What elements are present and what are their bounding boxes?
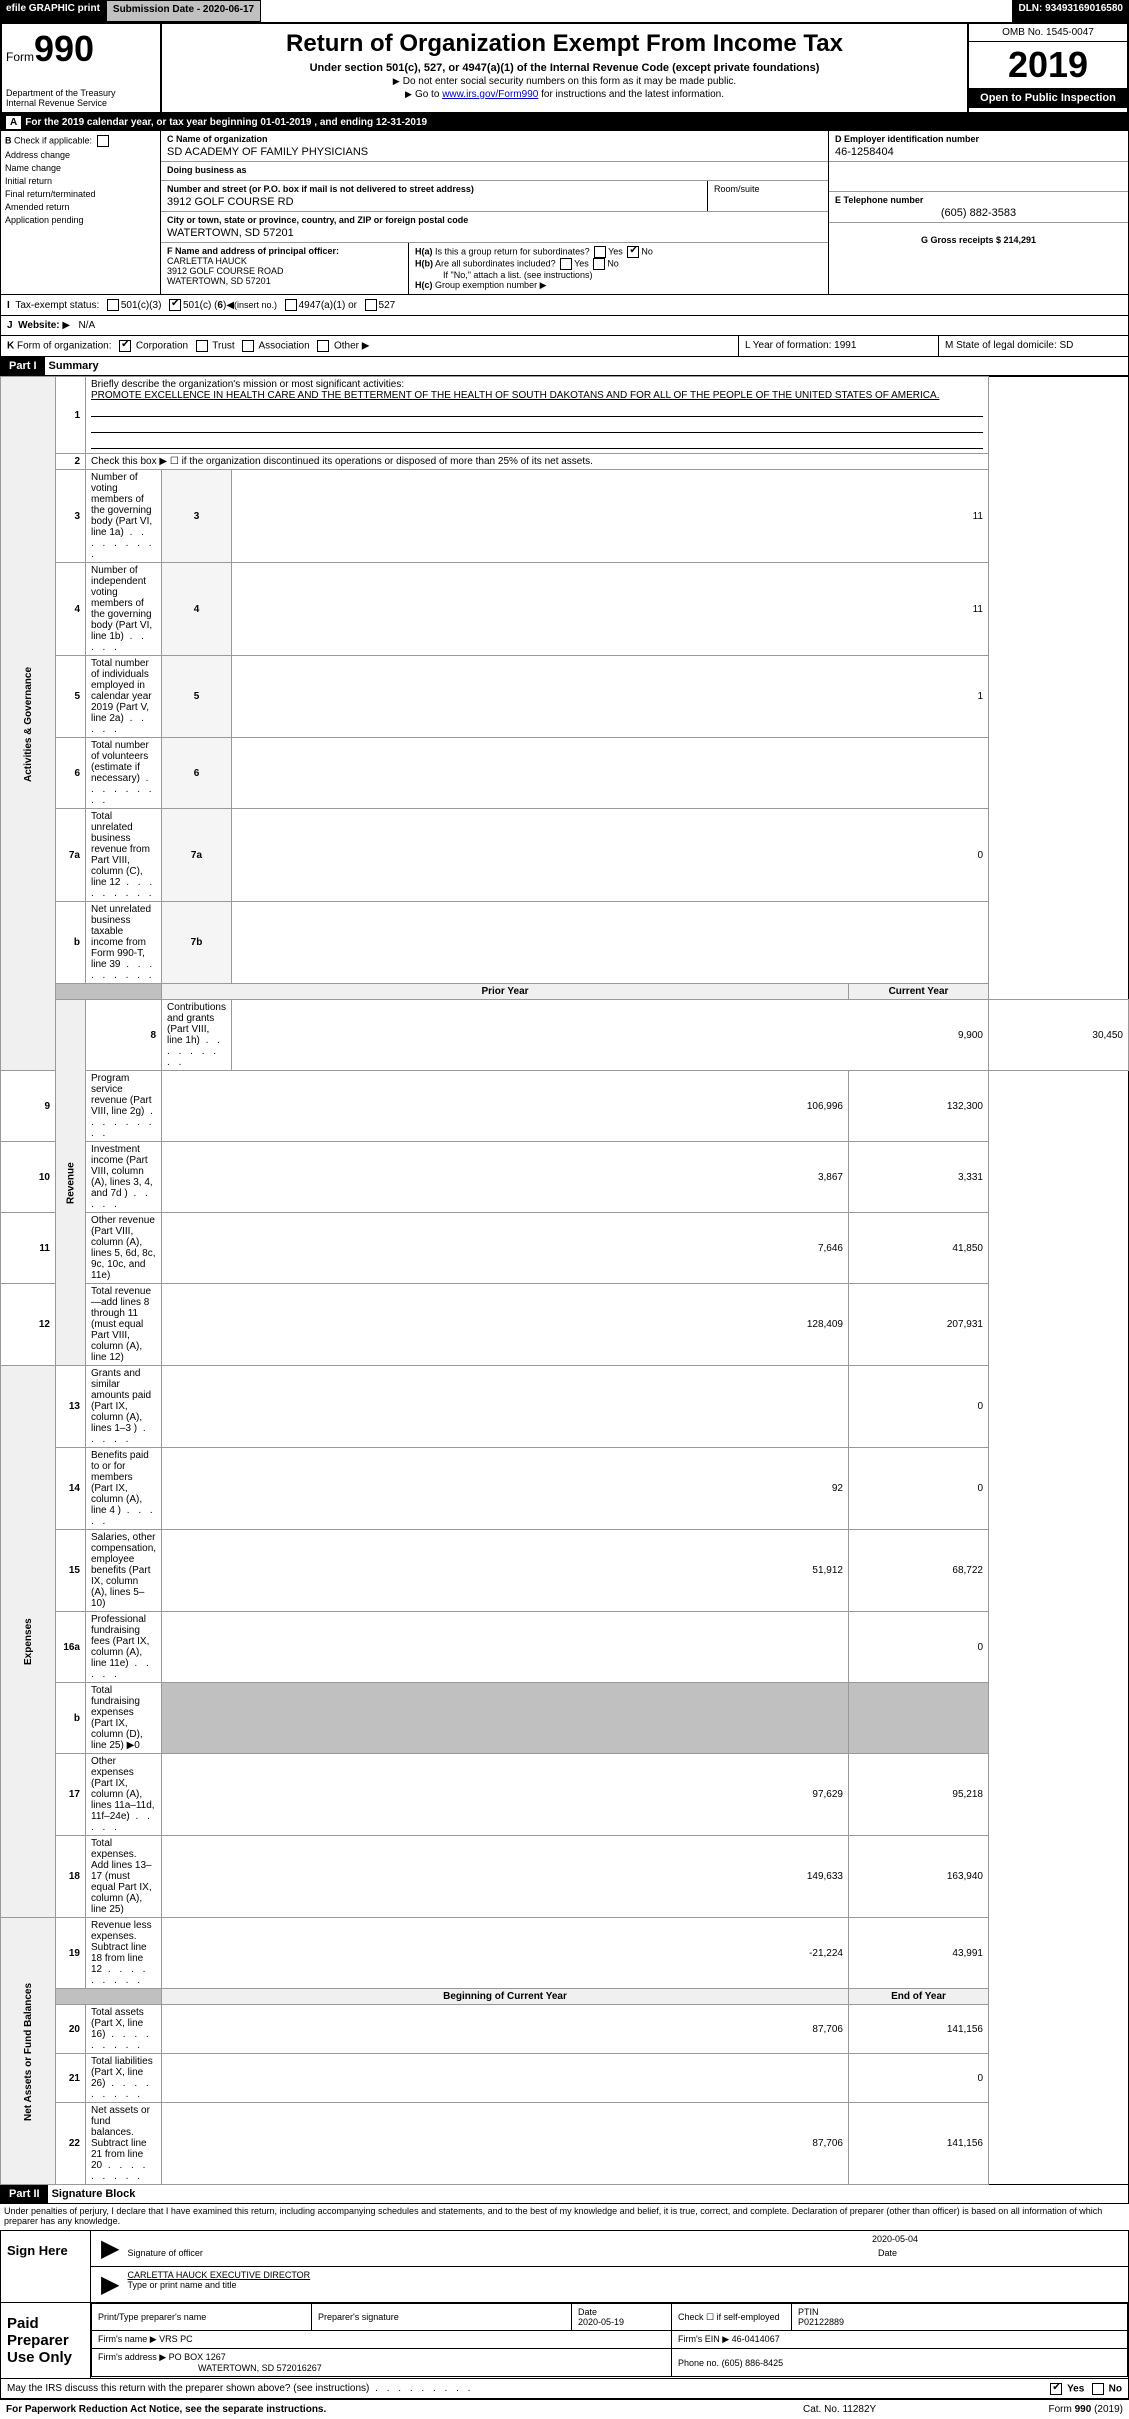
efile-label: efile GRAPHIC print	[0, 0, 106, 22]
form-title: Return of Organization Exempt From Incom…	[168, 30, 961, 58]
l6: Total number of volunteers (estimate if …	[86, 738, 162, 809]
room-label: Room/suite	[708, 181, 828, 211]
l7a-val: 0	[231, 809, 988, 902]
may-irs-row: May the IRS discuss this return with the…	[0, 2379, 1129, 2399]
l7b: Net unrelated business taxable income fr…	[86, 902, 162, 984]
l1-label: Briefly describe the organization's miss…	[91, 379, 404, 390]
open-public-badge: Open to Public Inspection	[969, 88, 1127, 108]
part1-header: Part I Summary	[0, 357, 1129, 376]
row-i-tax-status: I Tax-exempt status: 501(c)(3) 501(c) ( …	[0, 295, 1129, 316]
addr-label: Number and street (or P.O. box if mail i…	[167, 184, 701, 194]
f-addr2: WATERTOWN, SD 57201	[167, 276, 402, 286]
form-number: 990	[34, 28, 94, 69]
signature-block: Sign Here ▶ 2020-05-04 Signature of offi…	[0, 2230, 1129, 2379]
form-subtitle: Under section 501(c), 527, or 4947(a)(1)…	[168, 62, 961, 74]
omb-number: OMB No. 1545-0047	[969, 24, 1127, 42]
cb-address[interactable]: Address change	[5, 150, 156, 160]
sign-arrow-icon: ▶	[101, 2234, 119, 2263]
section-b: B Check if applicable: Address change Na…	[0, 131, 1129, 295]
l6-val	[231, 738, 988, 809]
sig-date: 2020-05-04	[127, 2234, 1118, 2248]
l5: Total number of individuals employed in …	[86, 656, 162, 738]
l7b-val	[231, 902, 988, 984]
period-row: AFor the 2019 calendar year, or tax year…	[0, 114, 1129, 131]
vert-activities: Activities & Governance	[1, 377, 56, 1071]
form-inst1: Do not enter social security numbers on …	[168, 76, 961, 87]
d-ein-label: D Employer identification number	[835, 134, 1122, 144]
dept-treasury: Department of the Treasury	[6, 88, 156, 98]
m-state: M State of legal domicile: SD	[938, 336, 1128, 356]
vert-expenses: Expenses	[1, 1366, 56, 1918]
org-name: SD ACADEMY OF FAMILY PHYSICIANS	[167, 146, 822, 158]
cb-pending[interactable]: Application pending	[5, 215, 156, 225]
paid-prep-label: Paid Preparer Use Only	[1, 2303, 91, 2378]
irs-link[interactable]: www.irs.gov/Form990	[442, 89, 538, 100]
website-label: Website:	[18, 320, 60, 331]
signer-name: CARLETTA HAUCK EXECUTIVE DIRECTOR	[127, 2270, 1118, 2280]
cb-amended[interactable]: Amended return	[5, 202, 156, 212]
website-value: N/A	[78, 320, 95, 331]
c-name-label: C Name of organization	[167, 134, 822, 144]
l4: Number of independent voting members of …	[86, 563, 162, 656]
vert-netassets: Net Assets or Fund Balances	[1, 1918, 56, 2185]
f-addr1: 3912 GOLF COURSE ROAD	[167, 266, 402, 276]
g-gross: G Gross receipts $ 214,291	[921, 235, 1036, 245]
f-name: CARLETTA HAUCK	[167, 256, 402, 266]
vert-revenue: Revenue	[56, 1000, 86, 1366]
l-year: L Year of formation: 1991	[738, 336, 938, 356]
mission-text: PROMOTE EXCELLENCE IN HEALTH CARE AND TH…	[91, 390, 939, 401]
tax-year: 2019	[969, 42, 1127, 88]
submission-date: Submission Date - 2020-06-17	[106, 0, 261, 22]
form-prefix: Form	[6, 50, 34, 64]
l7a: Total unrelated business revenue from Pa…	[86, 809, 162, 902]
form-org-label: Form of organization:	[17, 341, 112, 352]
preparer-table: Print/Type preparer's name Preparer's si…	[91, 2303, 1128, 2377]
e-phone-label: E Telephone number	[835, 195, 1122, 205]
l3: Number of voting members of the governin…	[86, 470, 162, 563]
dba-label: Doing business as	[167, 165, 822, 175]
summary-table: Activities & Governance 1 Briefly descri…	[0, 376, 1129, 2185]
form-inst2: Go to www.irs.gov/Form990 for instructio…	[168, 89, 961, 100]
curr-hdr: Current Year	[849, 984, 989, 1000]
cb-name[interactable]: Name change	[5, 163, 156, 173]
penalty-text: Under penalties of perjury, I declare th…	[0, 2204, 1129, 2228]
ha-label: Is this a group return for subordinates?	[435, 246, 590, 256]
l5-val: 1	[231, 656, 988, 738]
dept-irs: Internal Revenue Service	[6, 98, 156, 108]
hb-note: If "No," attach a list. (see instruction…	[443, 270, 822, 280]
footer-left: For Paperwork Reduction Act Notice, see …	[6, 2404, 803, 2415]
f-label: F Name and address of principal officer:	[167, 246, 402, 256]
footer-mid: Cat. No. 11282Y	[803, 2404, 983, 2415]
city-value: WATERTOWN, SD 57201	[167, 227, 822, 239]
e-phone: (605) 882-3583	[835, 207, 1122, 219]
d-ein: 46-1258404	[835, 146, 1122, 158]
city-label: City or town, state or province, country…	[167, 215, 822, 225]
hb-label: Are all subordinates included?	[435, 258, 556, 268]
cb-final[interactable]: Final return/terminated	[5, 189, 156, 199]
cb-initial[interactable]: Initial return	[5, 176, 156, 186]
dln-label: DLN: 93493169016580	[1012, 0, 1129, 22]
footer-right: Form 990 (2019)	[983, 2404, 1123, 2415]
footer: For Paperwork Reduction Act Notice, see …	[0, 2399, 1129, 2419]
l3-val: 11	[231, 470, 988, 563]
l4-val: 11	[231, 563, 988, 656]
l2: Check this box ▶ ☐ if the organization d…	[86, 454, 989, 470]
form-header: Form990 Department of the Treasury Inter…	[0, 22, 1129, 114]
efile-header-bar: efile GRAPHIC print Submission Date - 20…	[0, 0, 1129, 22]
prior-hdr: Prior Year	[162, 984, 849, 1000]
sign-arrow-icon: ▶	[101, 2270, 119, 2299]
sign-here-label: Sign Here	[1, 2231, 91, 2302]
hc-label: Group exemption number	[435, 280, 537, 290]
b-check-label: Check if applicable:	[14, 135, 92, 145]
part2-header: Part II Signature Block	[0, 2185, 1129, 2204]
addr-value: 3912 GOLF COURSE RD	[167, 196, 701, 208]
